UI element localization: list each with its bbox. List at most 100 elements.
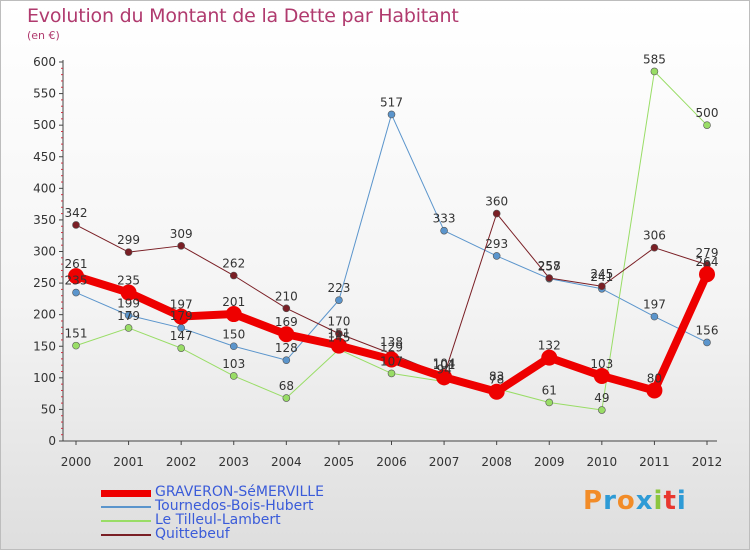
data-label: 103 bbox=[222, 357, 245, 371]
data-label: 223 bbox=[327, 281, 350, 295]
y-tick-label: 400 bbox=[33, 181, 56, 195]
data-point bbox=[545, 398, 554, 407]
data-point bbox=[541, 349, 558, 366]
line-chart: 0 50 100 150 200 250 300 350 400 450 500 550 600 2000… bbox=[33, 52, 722, 469]
y-tick-label: 500 bbox=[33, 118, 56, 132]
data-point bbox=[646, 382, 663, 399]
data-point bbox=[177, 344, 185, 352]
x-tick-label: 2005 bbox=[324, 455, 355, 469]
data-point bbox=[124, 324, 133, 332]
x-tick-label: 2008 bbox=[481, 455, 512, 469]
data-point bbox=[177, 242, 185, 250]
data-label: 235 bbox=[65, 274, 88, 288]
y-tick-label: 550 bbox=[33, 87, 56, 101]
legend-label: Tournedos-Bois-Hubert bbox=[155, 498, 314, 514]
data-point bbox=[330, 337, 347, 354]
data-label: 360 bbox=[485, 195, 508, 209]
data-label: 261 bbox=[65, 257, 88, 271]
legend-swatch bbox=[101, 490, 151, 497]
data-label: 49 bbox=[594, 391, 609, 405]
data-point bbox=[282, 304, 291, 313]
x-tick-label: 2006 bbox=[376, 455, 407, 469]
data-point bbox=[120, 284, 137, 301]
data-point bbox=[229, 342, 238, 351]
data-label: 179 bbox=[117, 309, 140, 323]
brand-logo: Proxiti bbox=[583, 486, 687, 516]
data-point bbox=[335, 329, 343, 338]
data-point bbox=[598, 282, 606, 291]
data-label: 145 bbox=[327, 330, 350, 344]
brand-letter: i bbox=[653, 486, 664, 516]
legend-label: Le Tilleul-Lambert bbox=[155, 512, 281, 528]
brand-letter: r bbox=[603, 486, 617, 516]
data-label: 197 bbox=[643, 298, 666, 312]
data-point bbox=[699, 266, 715, 283]
data-label: 333 bbox=[433, 212, 456, 226]
data-point bbox=[492, 252, 501, 260]
data-label: 257 bbox=[538, 260, 561, 274]
data-label: 264 bbox=[696, 255, 719, 269]
y-tick-label: 300 bbox=[33, 245, 56, 259]
y-tick-label: 100 bbox=[33, 371, 56, 385]
series-group bbox=[68, 67, 715, 414]
data-label: 293 bbox=[485, 237, 508, 251]
data-point bbox=[72, 221, 80, 229]
data-point bbox=[68, 268, 84, 285]
data-point bbox=[650, 312, 659, 321]
data-label: 150 bbox=[222, 327, 245, 341]
data-label: 61 bbox=[542, 383, 557, 397]
data-point bbox=[593, 367, 610, 384]
x-tick-label: 2011 bbox=[639, 455, 670, 469]
data-label: 138 bbox=[380, 335, 403, 349]
x-tick-label: 2007 bbox=[429, 455, 460, 469]
data-point bbox=[598, 406, 606, 414]
y-tick-label: 450 bbox=[33, 150, 56, 164]
data-labels: 2351991791501282235173332932572411971561… bbox=[65, 52, 719, 405]
x-tick-label: 2000 bbox=[61, 455, 92, 469]
y-tick-label: 200 bbox=[33, 308, 56, 322]
data-label: 156 bbox=[696, 323, 719, 337]
y-tick-label: 600 bbox=[33, 55, 56, 69]
data-point bbox=[650, 243, 659, 252]
data-label: 132 bbox=[538, 339, 561, 353]
data-label: 83 bbox=[489, 370, 504, 384]
data-point bbox=[124, 248, 133, 256]
data-label: 101 bbox=[433, 358, 456, 372]
x-tick-label: 2001 bbox=[113, 455, 144, 469]
data-label: 107 bbox=[380, 354, 403, 368]
legend-label: Quittebeuf bbox=[155, 526, 230, 542]
data-point bbox=[387, 110, 396, 119]
data-label: 199 bbox=[117, 296, 140, 310]
data-label: 342 bbox=[65, 206, 88, 220]
data-label: 517 bbox=[380, 95, 403, 109]
x-tick-label: 2010 bbox=[587, 455, 618, 469]
data-label: 151 bbox=[65, 327, 88, 341]
data-point bbox=[703, 121, 711, 129]
data-label: 306 bbox=[643, 229, 666, 243]
data-point bbox=[488, 383, 505, 400]
data-label: 129 bbox=[380, 341, 403, 355]
brand-letter: x bbox=[635, 486, 654, 516]
legend-swatch bbox=[101, 534, 151, 536]
data-label: 585 bbox=[643, 52, 666, 66]
legend-swatch bbox=[101, 506, 151, 508]
data-label: 500 bbox=[696, 106, 719, 120]
data-point bbox=[282, 394, 291, 402]
data-label: 197 bbox=[170, 298, 193, 312]
data-point bbox=[436, 369, 453, 386]
x-tick-label: 2003 bbox=[218, 455, 249, 469]
y-tick-label: 0 bbox=[48, 434, 56, 448]
data-label: 104 bbox=[433, 356, 456, 370]
data-label: 179 bbox=[170, 309, 193, 323]
data-point bbox=[492, 209, 501, 218]
data-label: 169 bbox=[275, 315, 298, 329]
chart-unit: (en €) bbox=[27, 29, 60, 42]
data-point bbox=[278, 326, 295, 343]
legend-label: GRAVERON-SéMERVILLE bbox=[155, 484, 324, 500]
data-point bbox=[387, 369, 396, 378]
data-point bbox=[282, 356, 291, 364]
data-point bbox=[229, 271, 238, 280]
data-label: 241 bbox=[590, 270, 613, 284]
data-label: 235 bbox=[117, 274, 140, 288]
